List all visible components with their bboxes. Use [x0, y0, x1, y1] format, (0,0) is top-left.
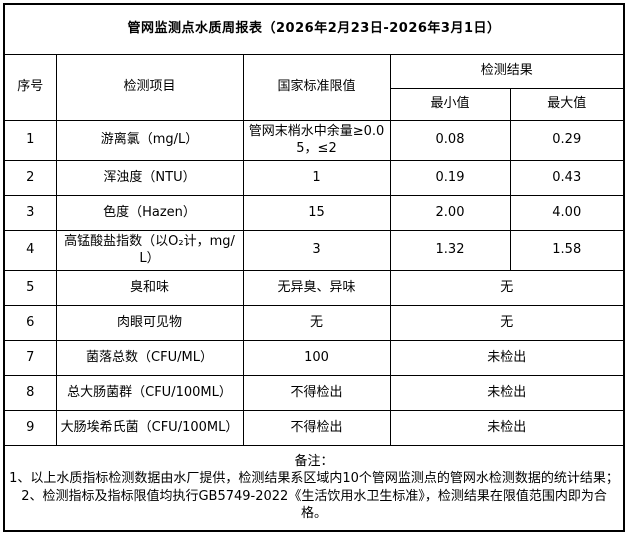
row-item: 色度（Hazen）	[55, 194, 244, 231]
notes-label: 备注：	[294, 453, 334, 469]
row-min: 0.08	[389, 119, 511, 161]
row-no: 8	[3, 374, 57, 411]
notes-cell: 备注： 1、以上水质指标检测数据由水厂提供，检测结果系区域内10个管网监测点的管…	[3, 444, 625, 532]
row-no: 6	[3, 304, 57, 341]
row-max: 1.58	[509, 229, 625, 271]
row-result: 未检出	[389, 374, 625, 411]
table-row: 5 臭和味 无异臭、异味 无	[3, 269, 625, 306]
row-item: 总大肠菌群（CFU/100ML）	[55, 374, 244, 411]
row-item: 高锰酸盐指数（以O₂计，mg/L）	[55, 229, 244, 271]
row-max: 0.43	[509, 159, 625, 196]
row-result: 无	[389, 304, 625, 341]
title-row: 管网监测点水质周报表（2026年2月23日-2026年3月1日）	[3, 3, 625, 55]
row-item: 臭和味	[55, 269, 244, 306]
report-sheet: 管网监测点水质周报表（2026年2月23日-2026年3月1日） 序号 检测项目…	[3, 3, 626, 533]
row-no: 7	[3, 339, 57, 376]
row-no: 4	[3, 229, 57, 271]
row-item: 肉眼可见物	[55, 304, 244, 341]
table-row: 4 高锰酸盐指数（以O₂计，mg/L） 3 1.32 1.58	[3, 229, 625, 271]
row-no: 3	[3, 194, 57, 231]
header-limit: 国家标准限值	[242, 53, 391, 121]
header-row-sub: 最小值 最大值	[4, 87, 625, 121]
row-no: 2	[3, 159, 57, 196]
row-no: 5	[3, 269, 57, 306]
row-max: 4.00	[509, 194, 625, 231]
table-row: 1 游离氯（mg/L） 管网末梢水中余量≥0.05，≤2 0.08 0.29	[3, 119, 625, 161]
note-line-1: 1、以上水质指标检测数据由水厂提供，检测结果系区域内10个管网监测点的管网水检测…	[9, 471, 619, 487]
table-row: 2 浑浊度（NTU） 1 0.19 0.43	[3, 159, 625, 196]
note-line-2: 2、检测指标及指标限值均执行GB5749-2022《生活饮用水卫生标准》，检测结…	[21, 488, 607, 522]
header-max: 最大值	[509, 87, 625, 121]
water-quality-report-table: 管网监测点水质周报表（2026年2月23日-2026年3月1日） 序号 检测项目…	[3, 3, 626, 533]
row-result: 未检出	[389, 409, 625, 446]
row-limit: 无	[242, 304, 391, 341]
row-limit: 1	[242, 159, 391, 196]
row-min: 1.32	[389, 229, 511, 271]
row-item: 游离氯（mg/L）	[55, 119, 244, 161]
table-row: 7 菌落总数（CFU/ML） 100 未检出	[3, 339, 625, 376]
row-result: 无	[389, 269, 625, 306]
page-title: 管网监测点水质周报表（2026年2月23日-2026年3月1日）	[3, 3, 625, 55]
header-result: 检测结果	[389, 53, 625, 89]
header-item: 检测项目	[55, 53, 244, 121]
row-max: 0.29	[509, 119, 625, 161]
row-limit: 不得检出	[242, 374, 391, 411]
row-limit: 3	[242, 229, 391, 271]
row-result: 未检出	[389, 339, 625, 376]
row-item: 菌落总数（CFU/ML）	[55, 339, 244, 376]
table-row: 6 肉眼可见物 无 无	[3, 304, 625, 341]
notes-row: 备注： 1、以上水质指标检测数据由水厂提供，检测结果系区域内10个管网监测点的管…	[3, 444, 625, 532]
table-row: 3 色度（Hazen） 15 2.00 4.00	[3, 194, 625, 231]
header-min: 最小值	[389, 87, 511, 121]
header-no: 序号	[3, 53, 57, 121]
row-limit: 管网末梢水中余量≥0.05，≤2	[242, 119, 391, 161]
row-item: 大肠埃希氏菌（CFU/100ML）	[55, 409, 244, 446]
row-item: 浑浊度（NTU）	[55, 159, 244, 196]
row-limit: 100	[242, 339, 391, 376]
row-no: 9	[3, 409, 57, 446]
table-row: 8 总大肠菌群（CFU/100ML） 不得检出 未检出	[3, 374, 625, 411]
row-limit: 不得检出	[242, 409, 391, 446]
row-min: 2.00	[389, 194, 511, 231]
table-row: 9 大肠埃希氏菌（CFU/100ML） 不得检出 未检出	[3, 409, 625, 446]
row-limit: 15	[242, 194, 391, 231]
row-limit: 无异臭、异味	[242, 269, 391, 306]
row-no: 1	[3, 119, 57, 161]
row-min: 0.19	[389, 159, 511, 196]
header-row-top: 序号 检测项目 国家标准限值 检测结果	[3, 53, 625, 121]
